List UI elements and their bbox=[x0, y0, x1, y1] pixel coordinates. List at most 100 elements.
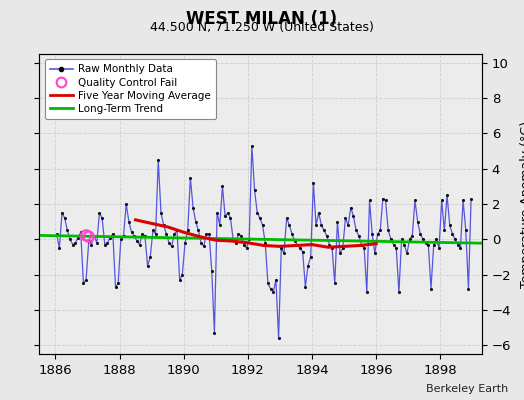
Point bbox=[106, 234, 114, 241]
Point bbox=[333, 218, 342, 225]
Point bbox=[84, 234, 93, 240]
Point bbox=[416, 231, 424, 237]
Point bbox=[304, 262, 312, 269]
Point bbox=[413, 218, 422, 225]
Point bbox=[323, 232, 331, 239]
Point bbox=[162, 231, 170, 237]
Text: WEST MILAN (1): WEST MILAN (1) bbox=[187, 10, 337, 28]
Point bbox=[370, 250, 379, 257]
Point bbox=[299, 248, 307, 255]
Point bbox=[183, 227, 192, 234]
Point bbox=[440, 227, 449, 234]
Point bbox=[462, 227, 470, 234]
Point bbox=[256, 215, 264, 221]
Point bbox=[58, 210, 66, 216]
Point bbox=[178, 271, 187, 278]
Point bbox=[103, 240, 112, 246]
Point bbox=[71, 240, 80, 246]
Point bbox=[275, 335, 283, 341]
Point bbox=[197, 240, 205, 246]
Point bbox=[443, 192, 451, 198]
Point bbox=[168, 243, 176, 250]
Text: Berkeley Earth: Berkeley Earth bbox=[426, 384, 508, 394]
Point bbox=[146, 254, 155, 260]
Point bbox=[350, 213, 358, 220]
Point bbox=[430, 241, 438, 248]
Point bbox=[176, 277, 184, 283]
Point bbox=[200, 243, 208, 250]
Point bbox=[357, 241, 366, 248]
Point bbox=[312, 222, 320, 228]
Point bbox=[242, 245, 250, 251]
Point bbox=[130, 232, 138, 239]
Point bbox=[125, 218, 133, 225]
Point bbox=[77, 229, 85, 236]
Point bbox=[360, 245, 368, 251]
Point bbox=[114, 280, 123, 287]
Point bbox=[245, 236, 254, 242]
Point bbox=[133, 238, 141, 244]
Point bbox=[381, 197, 390, 204]
Point bbox=[411, 197, 419, 204]
Point bbox=[111, 284, 119, 290]
Point bbox=[427, 286, 435, 292]
Point bbox=[93, 240, 101, 246]
Point bbox=[467, 196, 475, 202]
Point bbox=[408, 232, 417, 239]
Point bbox=[122, 201, 130, 207]
Point bbox=[224, 210, 232, 216]
Point bbox=[277, 245, 286, 251]
Point bbox=[280, 250, 288, 257]
Point bbox=[432, 236, 441, 242]
Point bbox=[151, 231, 160, 237]
Point bbox=[374, 231, 382, 237]
Point bbox=[389, 241, 398, 248]
Text: 44.500 N, 71.250 W (United States): 44.500 N, 71.250 W (United States) bbox=[150, 21, 374, 34]
Point bbox=[90, 232, 99, 239]
Point bbox=[144, 262, 152, 269]
Point bbox=[438, 197, 446, 204]
Point bbox=[421, 240, 430, 246]
Point bbox=[141, 232, 149, 239]
Point bbox=[173, 227, 181, 234]
Legend: Raw Monthly Data, Quality Control Fail, Five Year Moving Average, Long-Term Tren: Raw Monthly Data, Quality Control Fail, … bbox=[45, 59, 216, 119]
Point bbox=[127, 229, 136, 236]
Point bbox=[285, 222, 293, 228]
Point bbox=[82, 277, 90, 283]
Point bbox=[63, 227, 72, 234]
Point bbox=[331, 280, 339, 287]
Point bbox=[181, 240, 189, 246]
Point bbox=[229, 236, 237, 242]
Point bbox=[157, 210, 165, 216]
Point bbox=[154, 157, 162, 163]
Point bbox=[55, 245, 63, 251]
Point bbox=[384, 227, 392, 234]
Point bbox=[314, 210, 323, 216]
Point bbox=[215, 222, 224, 228]
Point bbox=[205, 231, 213, 237]
Point bbox=[192, 218, 200, 225]
Point bbox=[138, 231, 146, 237]
Point bbox=[435, 245, 443, 251]
Point bbox=[272, 277, 280, 283]
Point bbox=[395, 289, 403, 296]
Point bbox=[307, 254, 315, 260]
Point bbox=[293, 241, 301, 248]
Point bbox=[52, 231, 61, 237]
Point bbox=[117, 236, 125, 242]
Point bbox=[400, 241, 409, 248]
Point bbox=[232, 240, 240, 246]
Point bbox=[392, 245, 400, 251]
Point bbox=[219, 183, 227, 190]
Point bbox=[269, 289, 278, 296]
Point bbox=[82, 232, 90, 239]
Point bbox=[406, 236, 414, 242]
Point bbox=[194, 227, 203, 234]
Point bbox=[336, 250, 344, 257]
Point bbox=[186, 174, 194, 181]
Point bbox=[328, 245, 336, 251]
Point bbox=[346, 204, 355, 211]
Point bbox=[237, 232, 245, 239]
Point bbox=[464, 286, 473, 292]
Point bbox=[135, 241, 144, 248]
